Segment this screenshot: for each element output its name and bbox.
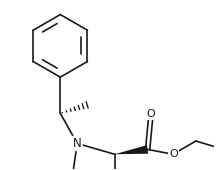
Text: O: O xyxy=(146,109,155,119)
Polygon shape xyxy=(115,145,148,154)
Text: N: N xyxy=(73,137,82,150)
Text: O: O xyxy=(169,149,178,159)
